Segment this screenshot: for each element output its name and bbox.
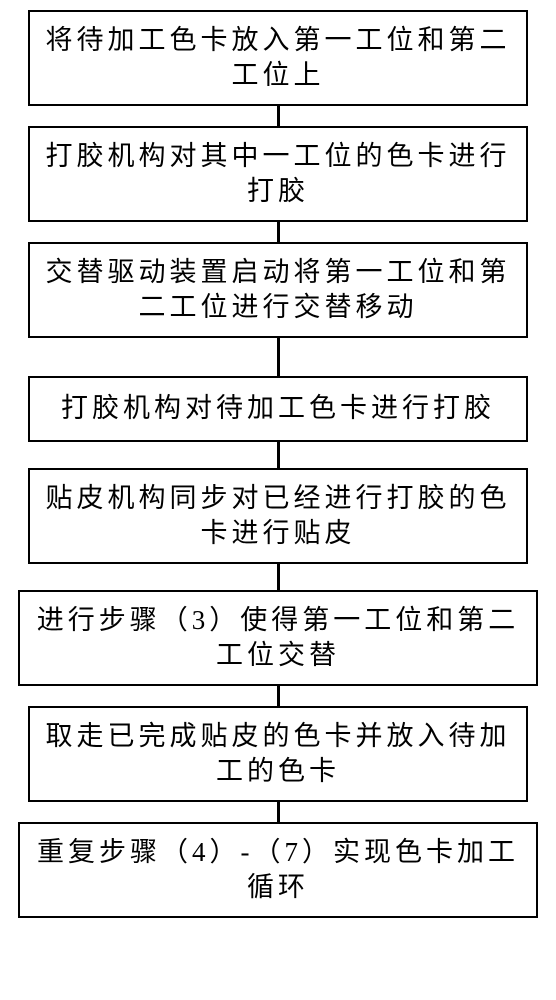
flow-node: 取走已完成贴皮的色卡并放入待加工的色卡 bbox=[28, 706, 528, 802]
flow-connector bbox=[277, 338, 280, 376]
flow-connector bbox=[277, 564, 280, 590]
flow-connector bbox=[277, 442, 280, 468]
flow-node: 交替驱动装置启动将第一工位和第二工位进行交替移动 bbox=[28, 242, 528, 338]
flow-connector bbox=[277, 686, 280, 706]
flow-node: 打胶机构对待加工色卡进行打胶 bbox=[28, 376, 528, 442]
flow-node: 进行步骤（3）使得第一工位和第二工位交替 bbox=[18, 590, 538, 686]
flow-node: 贴皮机构同步对已经进行打胶的色卡进行贴皮 bbox=[28, 468, 528, 564]
flow-node: 打胶机构对其中一工位的色卡进行打胶 bbox=[28, 126, 528, 222]
flow-connector bbox=[277, 222, 280, 242]
flow-node: 重复步骤（4）-（7）实现色卡加工循环 bbox=[18, 822, 538, 918]
flow-node: 将待加工色卡放入第一工位和第二工位上 bbox=[28, 10, 528, 106]
flow-connector bbox=[277, 106, 280, 126]
flow-connector bbox=[277, 802, 280, 822]
flowchart-container: 将待加工色卡放入第一工位和第二工位上打胶机构对其中一工位的色卡进行打胶交替驱动装… bbox=[0, 0, 556, 928]
